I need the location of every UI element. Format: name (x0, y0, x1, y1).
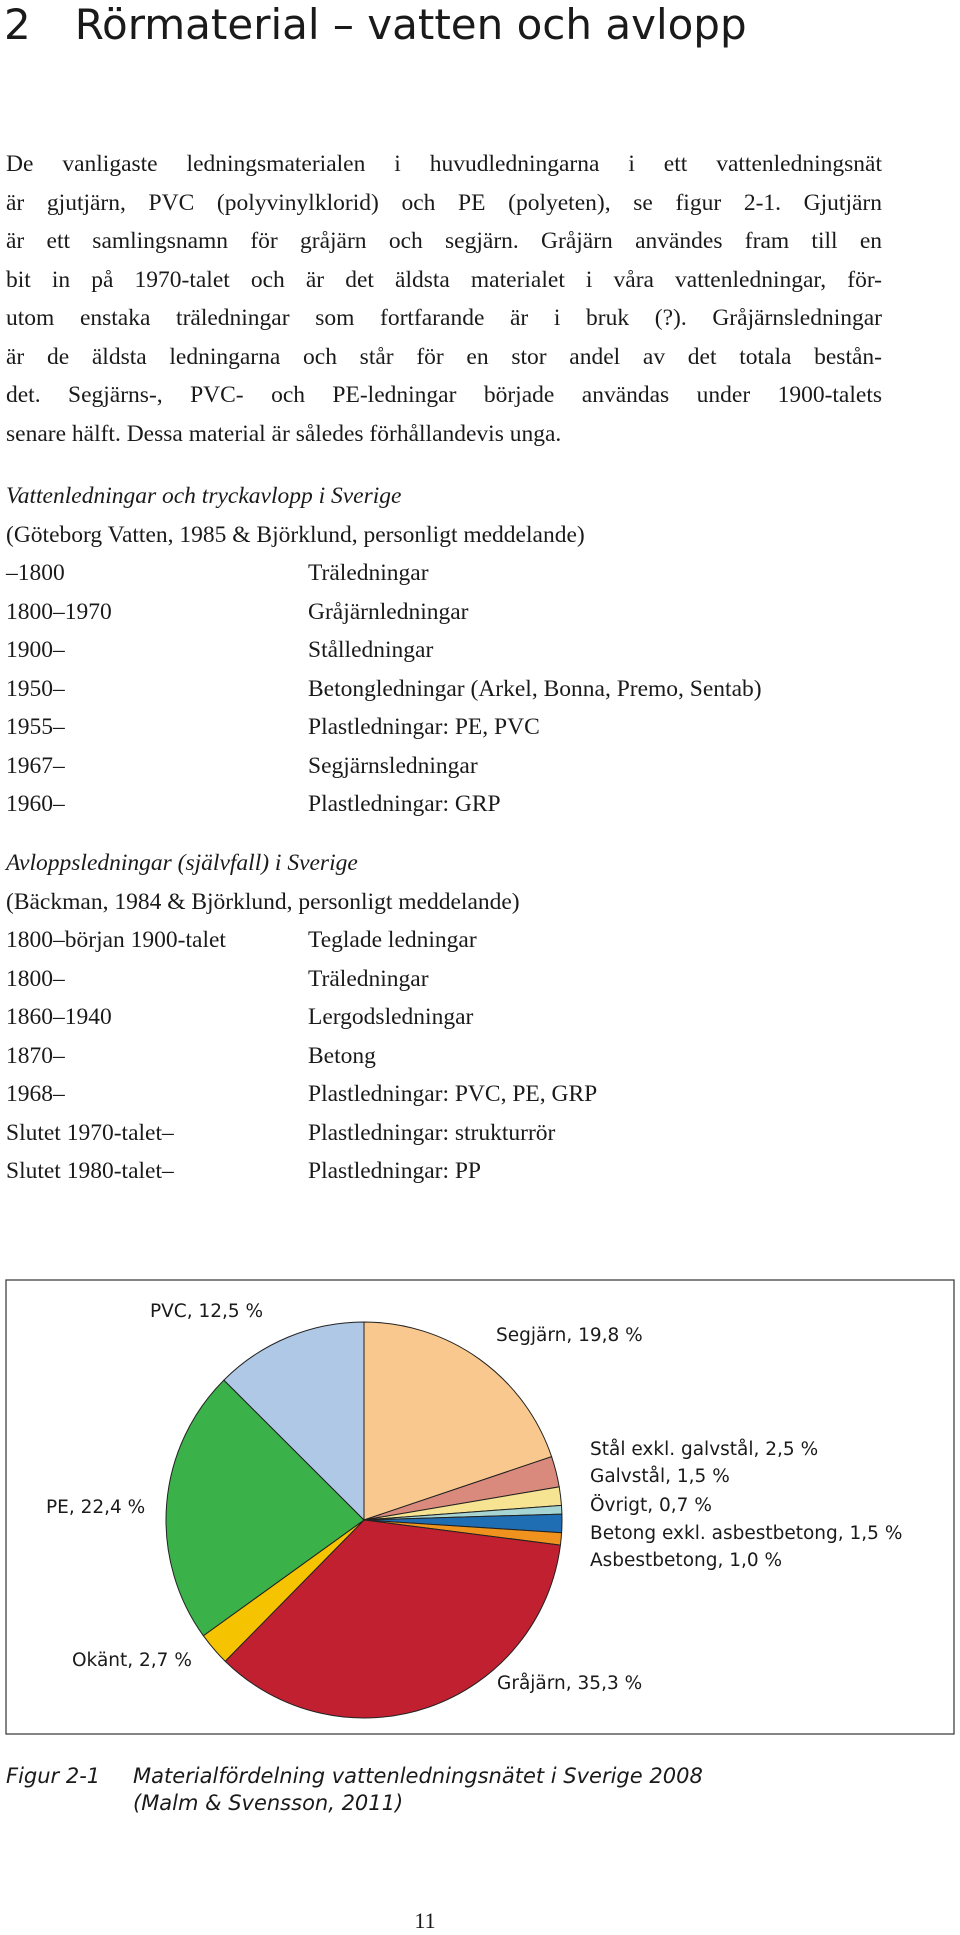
row-material: Gråjärnledningar (308, 598, 469, 625)
pie-slice (363, 1321, 553, 1521)
section-source: (Bäckman, 1984 & Björklund, personligt m… (6, 888, 520, 915)
intro-line: är de äldsta ledningarna och står för en… (6, 343, 882, 370)
row-period: 1968– (6, 1081, 65, 1107)
pie-slice (165, 1379, 365, 1637)
row-material: Betong (308, 1042, 376, 1069)
heading-number: 2 (4, 0, 31, 49)
slice-label: Gråjärn, 35,3 % (497, 1673, 642, 1694)
row-period: 1967– (6, 752, 65, 779)
heading: 2 Rörmaterial – vatten och avlopp (4, 0, 747, 50)
row-material: Segjärnsledningar (308, 752, 478, 779)
slice-label: PE, 22,4 % (46, 1497, 145, 1518)
intro-line: det. Segjärns-, PVC- och PE-ledningar bö… (6, 382, 882, 408)
slice-label: PVC, 12,5 % (150, 1301, 263, 1322)
row-material: Lergodsledningar (308, 1004, 474, 1030)
intro-line: är gjutjärn, PVC (polyvinylklorid) och P… (6, 189, 882, 216)
slice-label: Stål exkl. galvstål, 2,5 % (590, 1439, 818, 1460)
row-material: Plastledningar: PVC, PE, GRP (308, 1081, 598, 1107)
row-period: 1800– (6, 965, 65, 992)
page-number: 11 (414, 1908, 436, 1933)
slice-label: Betong exkl. asbestbetong, 1,5 % (590, 1523, 902, 1544)
slice-label: Övrigt, 0,7 % (590, 1494, 712, 1516)
slice-label: Okänt, 2,7 % (72, 1650, 192, 1671)
section-title: Avloppsledningar (självfall) i Sverige (6, 850, 358, 876)
row-period: 1800–början 1900-talet (6, 927, 226, 953)
row-material: Träledningar (308, 560, 429, 586)
row-period: 1955– (6, 714, 65, 740)
intro-line: är ett samlingsnamn för gråjärn och segj… (6, 228, 882, 254)
row-material: Plastledningar: PP (308, 1158, 481, 1184)
row-material: Plastledningar: GRP (308, 791, 501, 817)
figure: Segjärn, 19,8 % Stål exkl. galvstål, 2,5 … (5, 1279, 955, 1735)
heading-title: Rörmaterial – vatten och avlopp (74, 0, 747, 49)
row-period: 1860–1940 (6, 1004, 112, 1030)
row-material: Teglade ledningar (308, 927, 477, 953)
row-period: –1800 (6, 560, 65, 586)
row-material: Träledningar (308, 965, 429, 992)
row-period: Slutet 1970-talet– (6, 1119, 174, 1146)
section-source: (Göteborg Vatten, 1985 & Björklund, pers… (6, 521, 585, 548)
intro-line: utom enstaka träledningar som fortfarand… (6, 305, 882, 331)
row-period: 1870– (6, 1042, 65, 1069)
row-period: 1900– (6, 637, 65, 663)
section-title: Vattenledningar och tryckavlopp i Sverig… (6, 483, 402, 509)
row-period: 1960– (6, 791, 65, 817)
row-period: 1950– (6, 675, 65, 702)
row-period: 1800–1970 (6, 598, 112, 625)
intro-line: bit in på 1970-talet och är det äldsta m… (6, 266, 882, 293)
row-material: Plastledningar: strukturrör (308, 1119, 556, 1146)
figure-frame (5, 1279, 955, 1735)
caption-label: Figur 2-1 (6, 1764, 101, 1788)
pie-slice (223, 1321, 365, 1522)
intro-line: De vanligaste ledningsmaterialen i huvud… (6, 151, 882, 177)
pie-slice (224, 1519, 561, 1719)
slice-label: Galvstål, 1,5 % (590, 1466, 730, 1487)
slice-label: Asbestbetong, 1,0 % (590, 1550, 782, 1571)
row-material: Stålledningar (308, 637, 434, 663)
caption-line: Materialfördelning vattenledningsnätet i… (133, 1764, 703, 1788)
intro-line: senare hälft. Dessa material är således … (6, 420, 562, 447)
row-material: Plastledningar: PE, PVC (308, 714, 540, 740)
slice-label: Segjärn, 19,8 % (496, 1325, 643, 1346)
row-material: Betongledningar (Arkel, Bonna, Premo, Se… (308, 675, 762, 702)
caption-line: (Malm & Svensson, 2011) (133, 1791, 404, 1815)
row-period: Slutet 1980-talet– (6, 1158, 174, 1184)
